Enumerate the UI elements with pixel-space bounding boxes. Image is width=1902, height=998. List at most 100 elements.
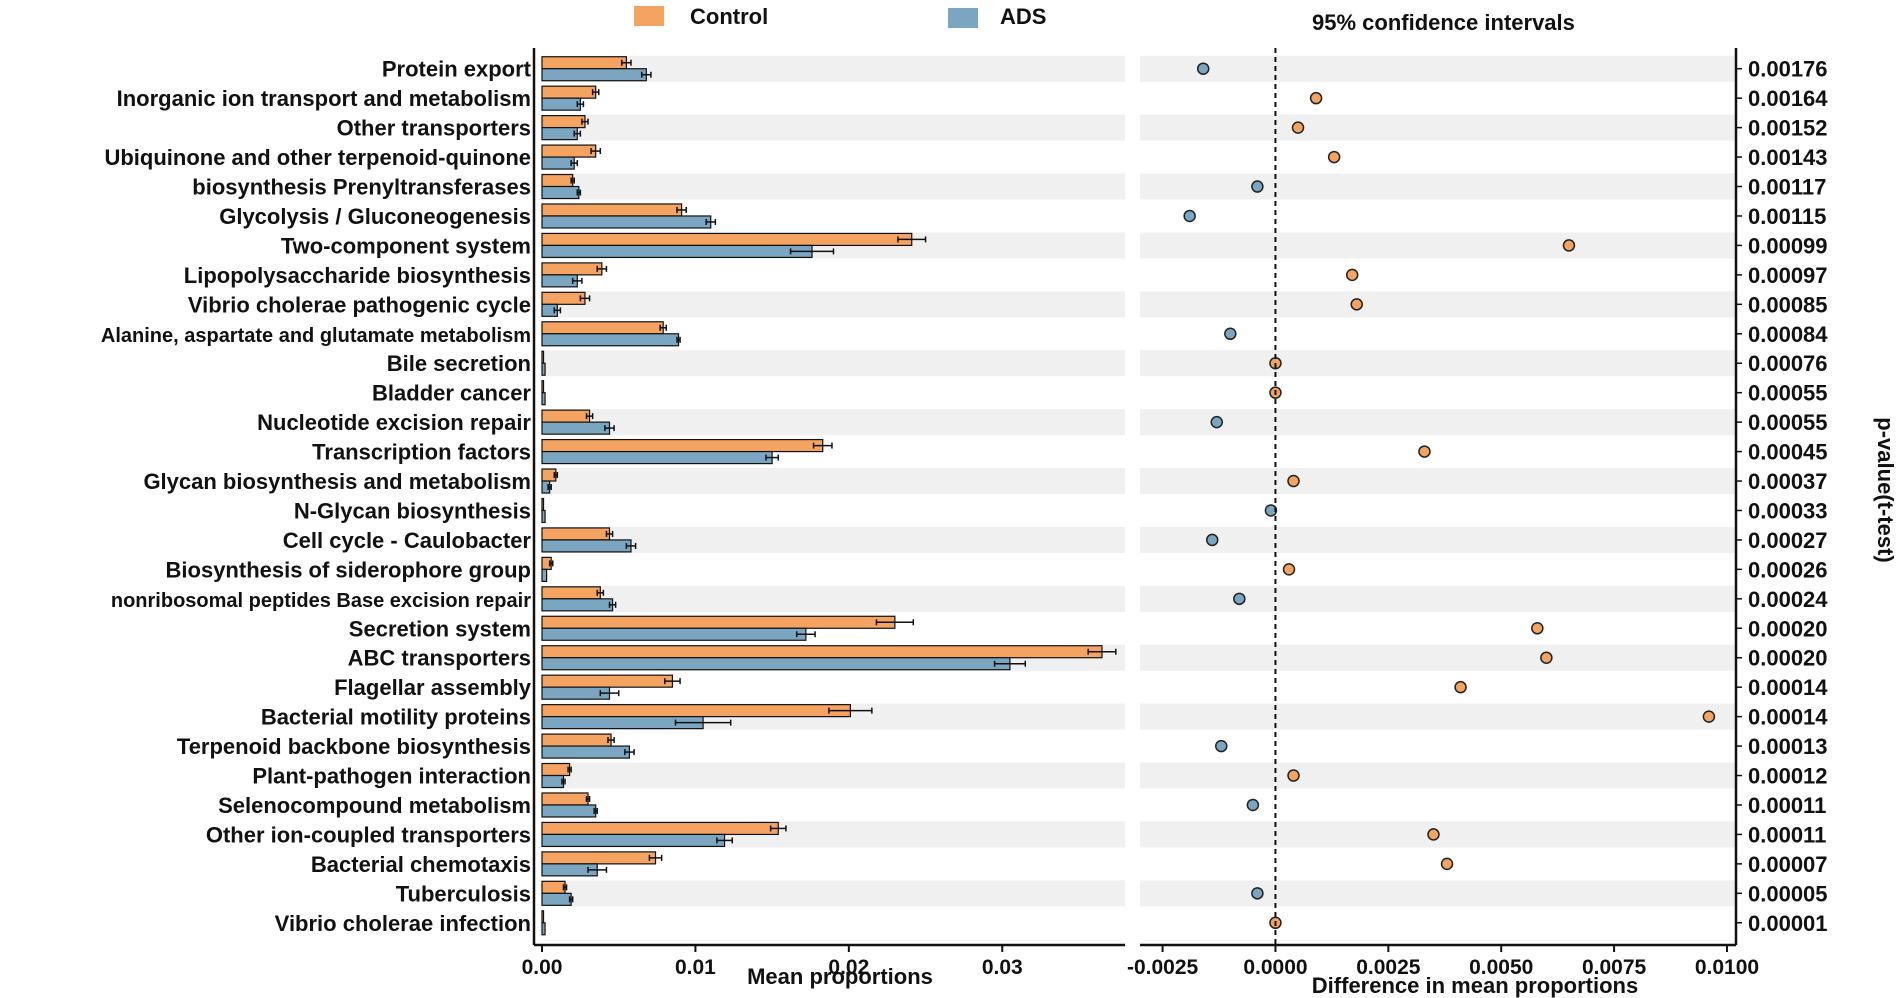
category-label: Plant-pathogen interaction (252, 764, 531, 789)
right-x-tick-label: 0.0025 (1356, 956, 1421, 979)
difference-dot (1251, 887, 1264, 900)
category-label: Vibrio cholerae infection (275, 911, 531, 936)
stripe-right (1140, 526, 1736, 553)
category-label: Lipopolysaccharide biosynthesis (184, 263, 531, 288)
bar-ads (541, 156, 575, 170)
bar-control (541, 350, 545, 364)
p-value-label: 0.00001 (1748, 911, 1828, 936)
bar-ads (541, 509, 546, 524)
p-value-label: 0.00055 (1748, 381, 1828, 406)
bar-control (541, 645, 1103, 659)
bar-ads (541, 392, 546, 406)
category-label: Tuberculosis (396, 881, 531, 906)
difference-dot (1205, 533, 1219, 547)
p-value-label: 0.00084 (1748, 322, 1828, 347)
p-value-label: 0.00014 (1748, 675, 1828, 700)
bar-ads (541, 185, 580, 200)
p-value-label: 0.00164 (1748, 86, 1828, 111)
bar-control (541, 56, 627, 70)
legend: Control ADS (634, 4, 1046, 29)
category-label: Glycan biosynthesis and metabolism (143, 469, 531, 494)
p-value-axis-title: p-value(t-test) (1873, 417, 1898, 562)
difference-dot (1454, 680, 1467, 694)
difference-dot (1246, 798, 1260, 812)
category-label: Protein export (382, 57, 532, 82)
category-label: Secretion system (349, 616, 531, 641)
stripe-left (542, 526, 1125, 553)
bar-ads (541, 922, 546, 936)
category-label: Two-component system (281, 233, 531, 258)
difference-dot (1215, 739, 1228, 753)
difference-dot (1350, 298, 1363, 311)
p-value-label: 0.00152 (1748, 116, 1828, 141)
left-x-tick-label: 0.03 (982, 956, 1023, 979)
category-label: Vibrio cholerae pathogenic cycle (188, 292, 531, 317)
difference-dot (1291, 121, 1305, 134)
p-value-label: 0.00011 (1748, 793, 1826, 818)
stripe-left (542, 880, 1125, 907)
difference-dot (1540, 651, 1553, 664)
bar-ads (541, 745, 631, 759)
category-label: Bacterial motility proteins (261, 705, 531, 730)
bar-ads (541, 598, 614, 612)
stripe-right (1140, 762, 1736, 789)
bar-control (541, 762, 571, 777)
bar-control (541, 291, 586, 305)
p-value-label: 0.00012 (1748, 764, 1828, 789)
left-x-tick-label: 0.02 (828, 956, 869, 979)
difference-dot (1440, 857, 1454, 871)
p-value-label: 0.00024 (1748, 587, 1828, 612)
right-x-tick-label: 0.0000 (1243, 956, 1307, 979)
legend-label-control: Control (690, 4, 768, 29)
category-label: Bile secretion (387, 351, 531, 376)
difference-dots (1183, 48, 1716, 945)
difference-dot (1251, 180, 1264, 193)
category-label: Other transporters (337, 116, 531, 141)
p-value-label: 0.00011 (1748, 822, 1826, 847)
p-value-label: 0.00143 (1748, 145, 1828, 170)
category-label: Flagellar assembly (334, 675, 532, 700)
category-label: Selenocompound metabolism (218, 793, 531, 818)
bar-ads (541, 568, 548, 582)
bar-control (541, 527, 611, 541)
stripe-right (1140, 291, 1736, 318)
right-x-tick-label: 0.0050 (1469, 956, 1533, 979)
difference-dot (1345, 268, 1359, 282)
difference-dot (1531, 622, 1544, 635)
stripe-right (1140, 703, 1736, 730)
bar-control (541, 173, 574, 188)
bar-ads (541, 244, 813, 259)
bar-ads (541, 774, 565, 789)
category-label: Terpenoid backbone biosynthesis (177, 734, 531, 759)
bar-control (541, 144, 597, 158)
bar-control (541, 586, 601, 600)
bar-control (541, 380, 545, 394)
bar-control (541, 880, 566, 894)
p-value-label: 0.00027 (1748, 528, 1828, 553)
bar-ads (541, 450, 773, 465)
stripe-right (1140, 644, 1736, 671)
difference-dot (1210, 415, 1224, 429)
bar-control (541, 203, 683, 217)
difference-dot (1702, 710, 1716, 723)
difference-dot (1562, 239, 1576, 252)
bar-ads (541, 68, 647, 82)
right-x-tick-label: -0.0025 (1127, 956, 1199, 979)
stripe-right (1140, 114, 1736, 141)
category-label: N-Glycan biosynthesis (294, 498, 531, 523)
category-label: Inorganic ion transport and metabolism (117, 86, 531, 111)
p-value-label: 0.00020 (1748, 616, 1828, 641)
stripe-right (1140, 350, 1736, 377)
p-value-labels: 0.00176 0.00164 0.00152 0.00143 0.00117 0.001… (1736, 57, 1828, 936)
category-label: Nucleotide excision repair (257, 410, 531, 435)
ci-title: 95% confidence intervals (1312, 10, 1575, 35)
difference-dot (1183, 209, 1196, 223)
stripe-left (542, 173, 1125, 200)
p-value-label: 0.00045 (1748, 440, 1828, 465)
p-value-label: 0.00020 (1748, 646, 1828, 671)
difference-dot (1224, 327, 1237, 341)
stripe-right (1140, 232, 1736, 259)
right-x-axis: -0.0025 0.0000 0.0025 0.0050 0.0075 0.0100 (1127, 48, 1759, 979)
right-panel-stripes (1140, 55, 1736, 907)
